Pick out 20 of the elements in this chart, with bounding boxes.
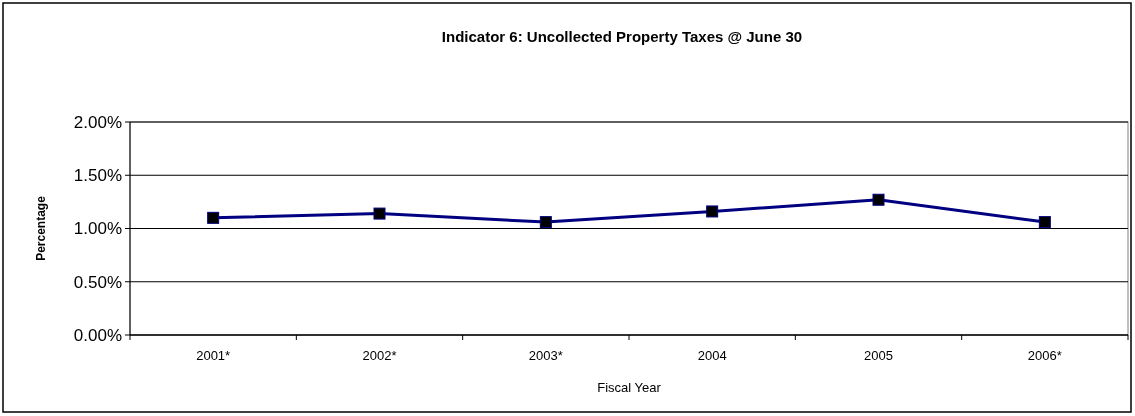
y-tick-label: 0.50%: [73, 272, 122, 292]
y-tick-label: 1.00%: [73, 219, 122, 239]
y-tick-label: 1.50%: [73, 166, 122, 186]
x-tick-label: 2004: [697, 348, 727, 363]
point: [872, 193, 885, 206]
point: [207, 211, 220, 224]
x-tick-label: 2002*: [362, 348, 397, 363]
y-tick-label: 0.00%: [73, 325, 122, 345]
point: [706, 205, 719, 218]
y-axis-title: Percentage: [34, 195, 48, 261]
x-axis-title: Fiscal Year: [597, 380, 662, 395]
x-tick-label: 2003*: [528, 348, 563, 363]
x-tick-label: 2005: [864, 348, 893, 363]
x-tick-label: 2001*: [196, 348, 231, 363]
y-tick-label: 2.00%: [73, 112, 122, 132]
point: [1038, 216, 1051, 229]
chart-title: Indicator 6: Uncollected Property Taxes @ June 30: [441, 28, 803, 45]
point: [539, 216, 552, 229]
x-tick-label: 2006*: [1027, 348, 1062, 363]
point: [373, 207, 386, 220]
